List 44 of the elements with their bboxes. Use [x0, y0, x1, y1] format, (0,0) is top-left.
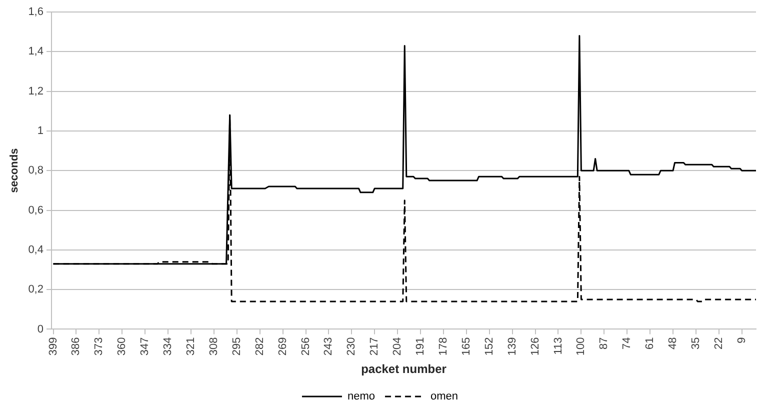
x-tick-label: 295	[230, 337, 243, 356]
x-tick-label: 399	[47, 337, 60, 356]
x-tick-label: 61	[644, 337, 656, 350]
y-tick-label: 0,8	[28, 164, 44, 177]
x-tick-label: 217	[368, 337, 381, 356]
x-tick-label: 373	[93, 337, 106, 356]
x-tick-label: 230	[346, 337, 358, 356]
x-tick-label: 165	[460, 337, 472, 356]
y-tick-label: 1,4	[28, 46, 44, 58]
x-tick-label: 35	[690, 337, 702, 350]
x-tick-label: 126	[529, 337, 542, 356]
x-tick-label: 139	[506, 337, 518, 356]
x-tick-label: 113	[552, 337, 564, 355]
x-tick-label: 178	[438, 337, 450, 356]
x-tick-label: 256	[300, 337, 312, 356]
x-tick-label: 334	[162, 337, 174, 356]
y-tick-label: 1,6	[28, 6, 44, 18]
x-tick-label: 74	[621, 337, 634, 350]
x-tick-label: 48	[667, 337, 680, 350]
x-tick-label: 22	[712, 337, 725, 350]
x-tick-label: 308	[208, 337, 220, 356]
legend-label: nemo	[347, 390, 376, 403]
x-tick-label: 321	[185, 337, 198, 356]
y-tick-label: 0	[37, 323, 44, 336]
x-tick-label: 87	[598, 337, 610, 350]
y-tick-label: 0,6	[28, 204, 44, 216]
y-tick-label: 1	[37, 125, 44, 137]
legend-label: omen	[430, 390, 458, 403]
y-tick-label: 1,2	[28, 85, 44, 98]
x-axis-title: packet number	[361, 362, 447, 376]
x-tick-label: 204	[392, 337, 404, 356]
x-tick-label: 360	[116, 337, 128, 356]
x-tick-label: 9	[736, 337, 748, 344]
x-tick-label: 152	[483, 337, 496, 356]
x-tick-label: 386	[70, 337, 82, 356]
x-tick-label: 269	[276, 337, 289, 356]
x-tick-label: 347	[139, 337, 152, 356]
y-tick-label: 0,4	[28, 244, 44, 256]
y-axis-title: seconds	[8, 148, 21, 193]
x-tick-label: 100	[575, 337, 588, 356]
x-tick-label: 243	[322, 337, 335, 356]
y-tick-label: 0,2	[28, 284, 44, 296]
x-tick-label: 191	[414, 337, 427, 356]
x-tick-label: 282	[254, 337, 266, 356]
